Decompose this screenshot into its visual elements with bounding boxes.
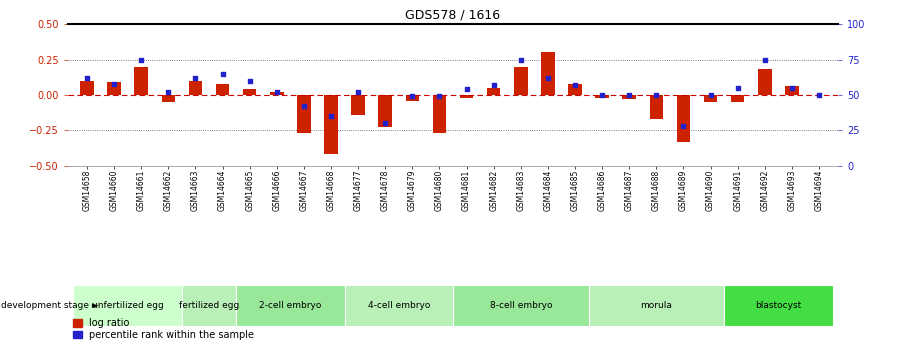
Point <box>487 82 501 88</box>
Bar <box>677 95 690 141</box>
Bar <box>236 285 344 326</box>
Text: 8-cell embryo: 8-cell embryo <box>489 301 552 310</box>
Bar <box>406 95 419 100</box>
Point <box>161 89 176 95</box>
Point <box>622 92 637 98</box>
Point <box>269 89 284 95</box>
Bar <box>514 67 527 95</box>
Point <box>730 85 745 91</box>
Bar <box>724 285 833 326</box>
Point <box>812 92 826 98</box>
Bar <box>80 81 93 95</box>
Point <box>188 75 203 81</box>
Point <box>459 87 474 92</box>
Text: GDS578 / 1616: GDS578 / 1616 <box>406 9 500 22</box>
Text: 2-cell embryo: 2-cell embryo <box>259 301 322 310</box>
Point <box>134 57 149 62</box>
Point <box>676 123 690 129</box>
Point <box>323 113 338 119</box>
Point <box>785 85 799 91</box>
Point <box>80 75 94 81</box>
Bar <box>188 81 202 95</box>
Bar <box>622 95 636 99</box>
Text: unfertilized egg: unfertilized egg <box>92 301 163 310</box>
Bar <box>487 88 500 95</box>
Bar <box>595 95 609 98</box>
Bar <box>161 95 175 102</box>
Bar <box>243 89 256 95</box>
Bar <box>182 285 236 326</box>
Text: fertilized egg: fertilized egg <box>178 301 239 310</box>
Text: blastocyst: blastocyst <box>756 301 802 310</box>
Point <box>243 78 257 83</box>
Bar <box>786 86 799 95</box>
Text: development stage ►: development stage ► <box>1 301 99 310</box>
Point <box>514 57 528 62</box>
Bar <box>324 95 338 154</box>
Bar <box>216 83 229 95</box>
Bar <box>541 52 554 95</box>
Bar <box>650 95 663 119</box>
Point <box>568 82 583 88</box>
Point <box>405 93 419 99</box>
Bar <box>352 95 365 115</box>
Point <box>703 92 718 98</box>
Bar <box>433 95 447 133</box>
Point <box>216 71 230 76</box>
Bar <box>270 92 284 95</box>
Point <box>296 104 311 109</box>
Bar <box>297 95 311 133</box>
Point <box>649 92 663 98</box>
Legend: log ratio, percentile rank within the sample: log ratio, percentile rank within the sa… <box>72 318 255 340</box>
Bar <box>107 82 120 95</box>
Bar <box>758 69 772 95</box>
Bar <box>589 285 724 326</box>
Bar <box>704 95 718 102</box>
Bar <box>459 95 473 98</box>
Text: 4-cell embryo: 4-cell embryo <box>368 301 430 310</box>
Point <box>595 92 610 98</box>
Bar <box>134 67 148 95</box>
Point <box>351 89 365 95</box>
Point <box>378 120 392 126</box>
Point <box>757 57 772 62</box>
Bar <box>568 83 582 95</box>
Bar <box>453 285 589 326</box>
Bar <box>379 95 392 127</box>
Point <box>107 81 121 86</box>
Point <box>541 75 555 81</box>
Bar <box>73 285 182 326</box>
Bar <box>731 95 745 102</box>
Point <box>432 93 447 99</box>
Bar <box>344 285 453 326</box>
Text: morula: morula <box>641 301 672 310</box>
